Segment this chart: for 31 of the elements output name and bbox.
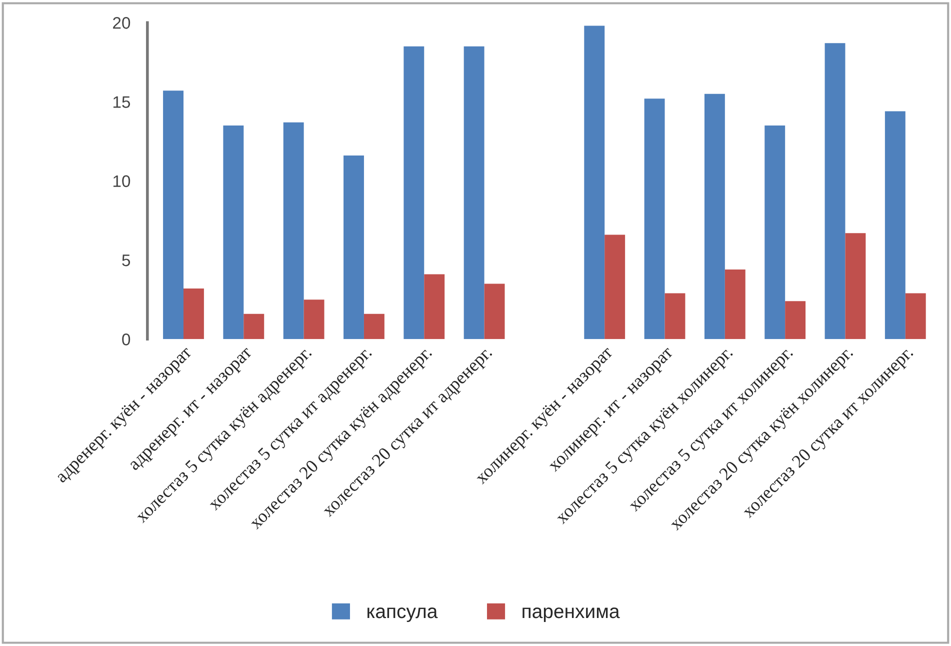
bar [464, 46, 484, 340]
bar [604, 234, 626, 340]
bar [184, 288, 204, 340]
y-tick-label: 10 [113, 175, 130, 188]
bar [283, 122, 304, 340]
bar [484, 284, 505, 340]
bar [845, 233, 866, 340]
legend-label: паренхима [522, 608, 620, 622]
bar [404, 46, 424, 340]
bar [785, 301, 806, 340]
bar [364, 314, 384, 340]
bar [223, 125, 244, 340]
legend-label: капсула [368, 608, 438, 622]
bar [424, 274, 445, 340]
y-tick-label: 15 [113, 96, 130, 108]
bar [764, 125, 786, 340]
bar [304, 300, 324, 340]
y-tick-label: 0 [122, 334, 130, 346]
y-tick-label: 5 [122, 254, 130, 266]
bar [824, 43, 846, 340]
bar [244, 314, 264, 340]
y-tick-label: 20 [113, 17, 130, 29]
bar [884, 111, 906, 340]
bar [704, 94, 725, 340]
bar [644, 98, 665, 340]
bar [584, 26, 605, 340]
bar [664, 293, 686, 340]
bar [344, 156, 364, 340]
bar [724, 270, 746, 340]
bar [163, 90, 184, 340]
bar [905, 293, 926, 340]
